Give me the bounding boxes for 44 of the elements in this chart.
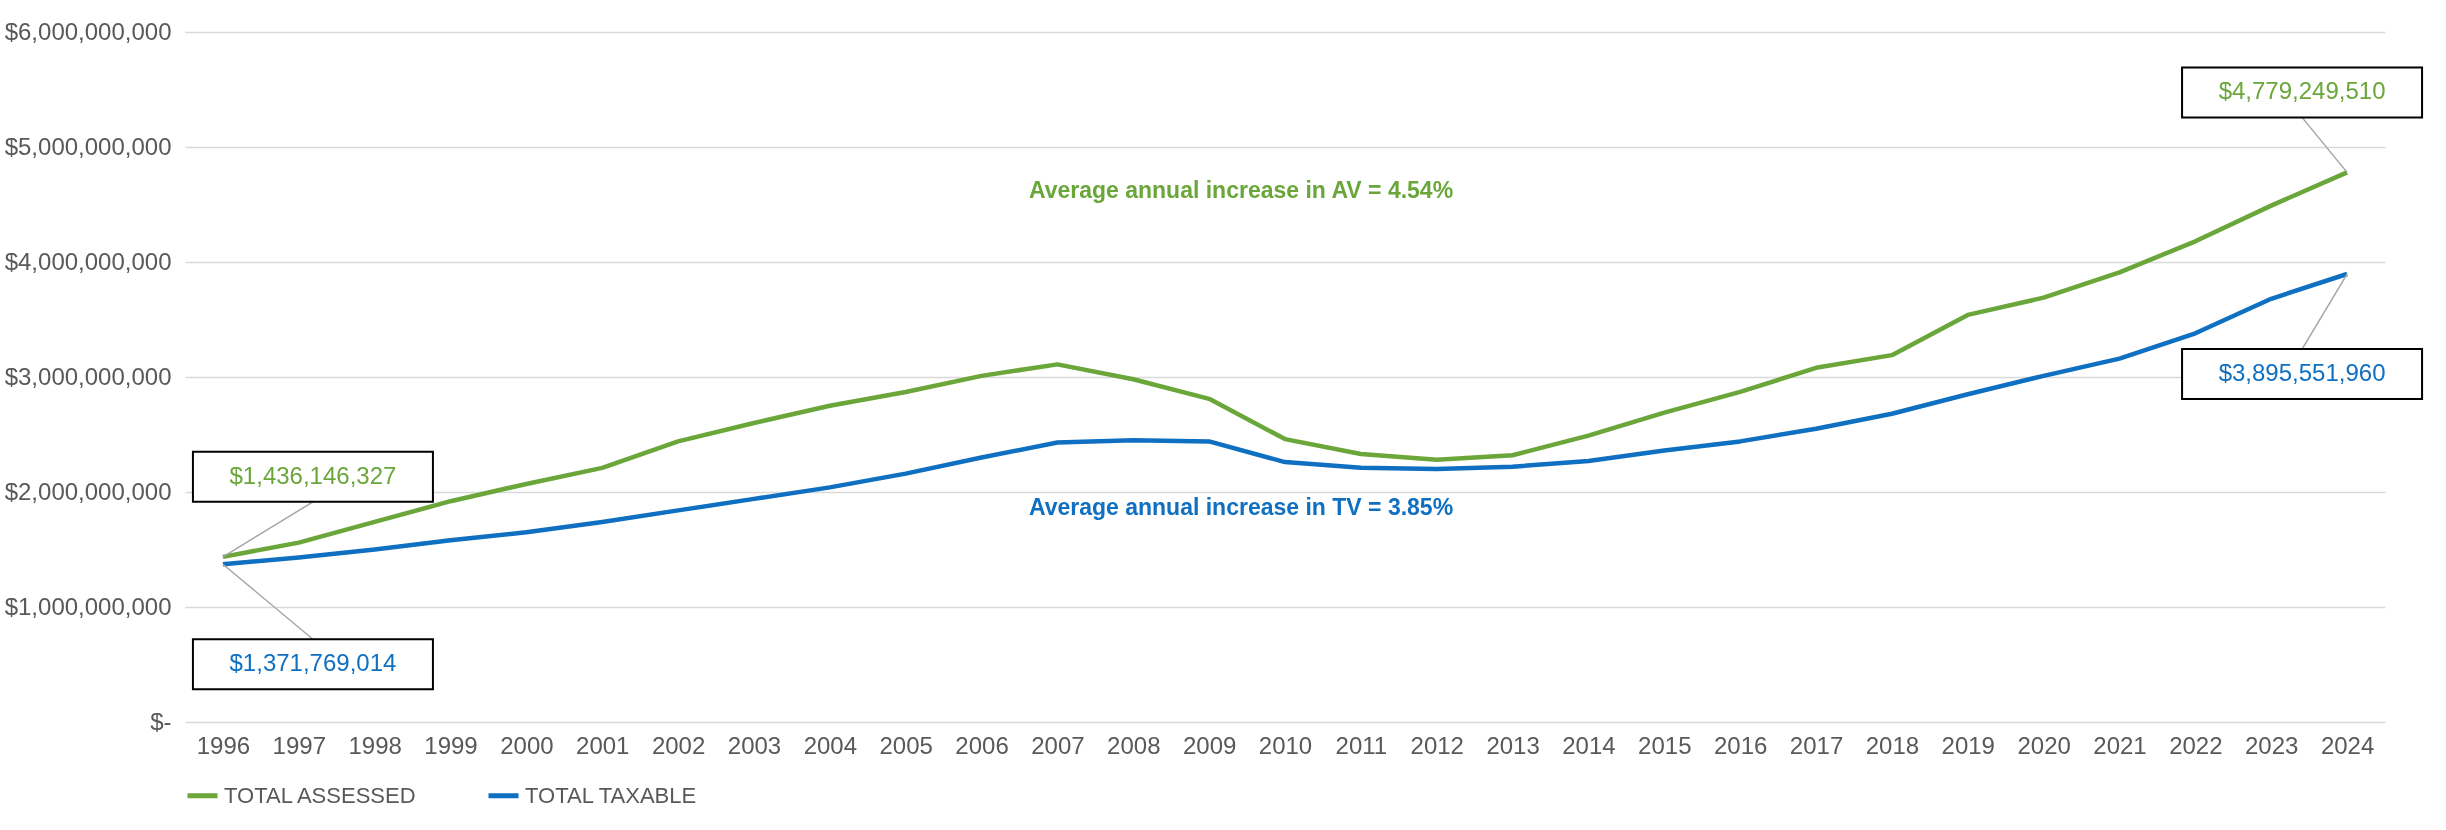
x-tick-label: 2013 [1486,731,1540,759]
x-tick-label: 2002 [651,731,706,759]
y-tick-label: $1,000,000,000 [4,592,172,620]
x-tick-label: 2022 [2169,731,2223,759]
x-tick-label: 2023 [2245,731,2299,759]
y-tick-label: $- [150,707,172,735]
y-tick-label: $3,000,000,000 [4,362,172,390]
x-tick-label: 2005 [879,731,933,759]
x-tick-label: 2019 [1941,731,1995,759]
x-tick-label: 2012 [1410,731,1464,759]
x-tick-label: 1997 [272,731,326,759]
x-tick-label: 1996 [196,731,251,759]
y-tick-label: $4,000,000,000 [4,247,172,275]
annotation: Average annual increase in AV = 4.54% [1028,176,1454,203]
x-tick-label: 2024 [2320,731,2375,759]
x-tick-label: 1999 [424,731,478,759]
x-tick-label: 2004 [803,731,858,759]
x-tick-label: 2007 [1031,731,1085,759]
x-tick-label: 2003 [727,731,782,759]
x-tick-label: 2009 [1182,731,1237,759]
legend-label: TOTAL TAXABLE [525,782,697,808]
annotation: $3,895,551,960 [2218,359,2386,387]
annotation: $1,436,146,327 [229,461,397,489]
y-tick-label: $6,000,000,000 [4,17,172,45]
x-tick-label: 2008 [1107,731,1161,759]
x-tick-label: 2011 [1335,731,1388,759]
x-tick-label: 2020 [2017,731,2071,759]
x-tick-label: 2014 [1562,731,1616,759]
x-tick-label: 2000 [500,731,554,759]
x-tick-label: 2006 [955,731,1009,759]
y-tick-label: $5,000,000,000 [4,132,172,160]
x-tick-label: 2010 [1258,731,1313,759]
x-tick-label: 2018 [1865,731,1920,759]
annotation: Average annual increase in TV = 3.85% [1028,494,1454,521]
annotation: $4,779,249,510 [2218,77,2386,105]
legend-label: TOTAL ASSESSED [224,782,416,808]
y-tick-label: $2,000,000,000 [4,477,172,505]
x-tick-label: 2017 [1789,731,1844,759]
x-tick-label: 1998 [348,731,402,759]
x-tick-label: 2015 [1638,731,1692,759]
annotation: $1,371,769,014 [229,649,397,677]
x-tick-label: 2016 [1713,731,1768,759]
x-tick-label: 2021 [2093,731,2147,759]
x-tick-label: 2001 [576,731,630,759]
